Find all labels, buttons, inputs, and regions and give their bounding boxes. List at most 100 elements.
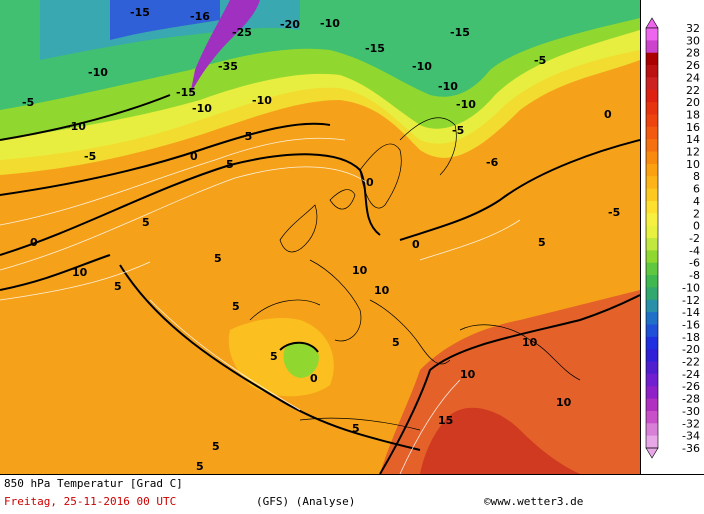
legend-swatch xyxy=(646,312,658,325)
contour-label: -16 xyxy=(190,10,210,23)
cold-core-purple xyxy=(190,0,260,95)
contour-label: -10 xyxy=(192,102,212,115)
contour-label: -5 xyxy=(240,130,252,143)
contour-label: -20 xyxy=(280,18,300,31)
contour-label: 5 xyxy=(232,300,240,313)
contour-label: -15 xyxy=(365,42,385,55)
legend-tick-label: 18 xyxy=(686,108,700,121)
legend-swatch xyxy=(646,52,658,66)
contour-label: -25 xyxy=(232,26,252,39)
legend-tick-label: 6 xyxy=(693,183,700,196)
contour-label: 5 xyxy=(392,336,400,349)
temperature-legend: 32 30 28 26 24 22 20 18 16 14 12 10 8 6 4 2 0 -2 -4 -6 -8 -10… xyxy=(640,0,704,474)
legend-swatch xyxy=(646,176,658,189)
legend-tick-label: -32 xyxy=(682,417,700,430)
legend-swatch xyxy=(646,188,658,202)
contour-label: -5 xyxy=(84,150,96,163)
contour-label: 10 xyxy=(352,264,368,277)
legend-swatch xyxy=(646,398,658,412)
contour-label: -10 xyxy=(456,98,476,111)
legend-tick-label: -30 xyxy=(682,405,700,418)
contour-label: 10 xyxy=(522,336,538,349)
temperature-map: -15 -16 -20 -10 -15 -15 -25 -35 -10 -15 … xyxy=(0,0,641,475)
legend-swatch xyxy=(646,349,658,362)
legend-swatch xyxy=(646,114,658,128)
contour-labels: -15 -16 -20 -10 -15 -15 -25 -35 -10 -15 … xyxy=(22,6,620,473)
legend-tick-label: -14 xyxy=(682,306,700,319)
contour-label: 5 xyxy=(196,460,204,473)
legend-swatch xyxy=(646,410,658,424)
legend-tick-label: 32 xyxy=(686,22,700,35)
legend-swatch xyxy=(646,40,658,54)
legend-tick-label: 14 xyxy=(686,133,700,146)
contour-label: -10 xyxy=(66,120,86,133)
legend-tick-label: -2 xyxy=(689,232,700,245)
contour-label: 10 xyxy=(72,266,88,279)
legend-swatch xyxy=(646,28,658,41)
warm-iberia xyxy=(228,318,334,397)
contour-label: -15 xyxy=(176,86,196,99)
contour-label: 5 xyxy=(538,236,546,249)
legend-swatch xyxy=(646,262,658,276)
legend-tick-label: -6 xyxy=(689,257,700,270)
contour-label: -5 xyxy=(452,124,464,137)
contour-label: 10 xyxy=(374,284,390,297)
legend-swatch xyxy=(646,238,658,251)
legend-swatch xyxy=(646,386,658,399)
legend-swatch xyxy=(646,65,658,78)
legend-tick-label: 0 xyxy=(693,220,700,233)
legend-arrow-down xyxy=(645,447,659,459)
legend-tick-label: 4 xyxy=(693,195,700,208)
legend-tick-label: -34 xyxy=(682,430,700,443)
legend-swatch xyxy=(646,200,658,214)
contour-label: -5 xyxy=(608,206,620,219)
contour-label: 0 xyxy=(190,150,198,163)
legend-tick-label: 12 xyxy=(686,146,700,159)
contour-label: 5 xyxy=(142,216,150,229)
map-title: 850 hPa Temperatur [Grad C] xyxy=(4,477,183,490)
thick-contours xyxy=(0,94,640,474)
legend-tick-label: -36 xyxy=(682,442,700,455)
legend-swatch xyxy=(646,77,658,91)
legend-tick-label: -4 xyxy=(689,244,700,257)
legend-swatch xyxy=(646,373,658,387)
contour-label: 5 xyxy=(214,252,222,265)
legend-tick-label: 8 xyxy=(693,170,700,183)
legend-tick-label: -28 xyxy=(682,393,700,406)
model-label: (GFS) (Analyse) xyxy=(256,495,356,508)
legend-arrow-up xyxy=(645,17,659,29)
legend-swatch xyxy=(646,287,658,301)
contour-label: 5 xyxy=(114,280,122,293)
legend-swatch xyxy=(646,213,658,227)
map-date: Freitag, 25-11-2016 00 UTC xyxy=(4,495,177,508)
contour-label: 0 xyxy=(30,236,38,249)
legend-swatch xyxy=(646,126,658,140)
legend-swatch xyxy=(646,163,658,177)
contour-label: 0 xyxy=(366,176,374,189)
contour-label: 5 xyxy=(212,440,220,453)
contour-label: 0 xyxy=(604,108,612,121)
cold-band-blue xyxy=(110,0,220,40)
contour-label: -15 xyxy=(450,26,470,39)
contour-label: -35 xyxy=(218,60,238,73)
contour-label: 0 xyxy=(310,372,318,385)
contour-label: 5 xyxy=(270,350,278,363)
contour-label: -6 xyxy=(486,156,499,169)
legend-tick-label: 26 xyxy=(686,59,700,72)
contour-label: -5 xyxy=(22,96,34,109)
map-footer: 850 hPa Temperatur [Grad C] Freitag, 25-… xyxy=(0,474,704,514)
legend-tick-label: -12 xyxy=(682,294,700,307)
contour-label: 5 xyxy=(352,422,360,435)
contour-label: -10 xyxy=(438,80,458,93)
legend-tick-label: -20 xyxy=(682,343,700,356)
legend-swatch xyxy=(646,361,658,375)
contour-label: 0 xyxy=(412,238,420,251)
legend-swatch xyxy=(646,324,658,338)
legend-tick-label: 2 xyxy=(693,207,700,220)
legend-tick-label: -18 xyxy=(682,331,700,344)
legend-tick-label: -22 xyxy=(682,356,700,369)
hot-core-south xyxy=(420,407,580,474)
legend-swatch xyxy=(646,139,658,152)
legend-swatch xyxy=(646,250,658,264)
contour-label: -10 xyxy=(252,94,272,107)
